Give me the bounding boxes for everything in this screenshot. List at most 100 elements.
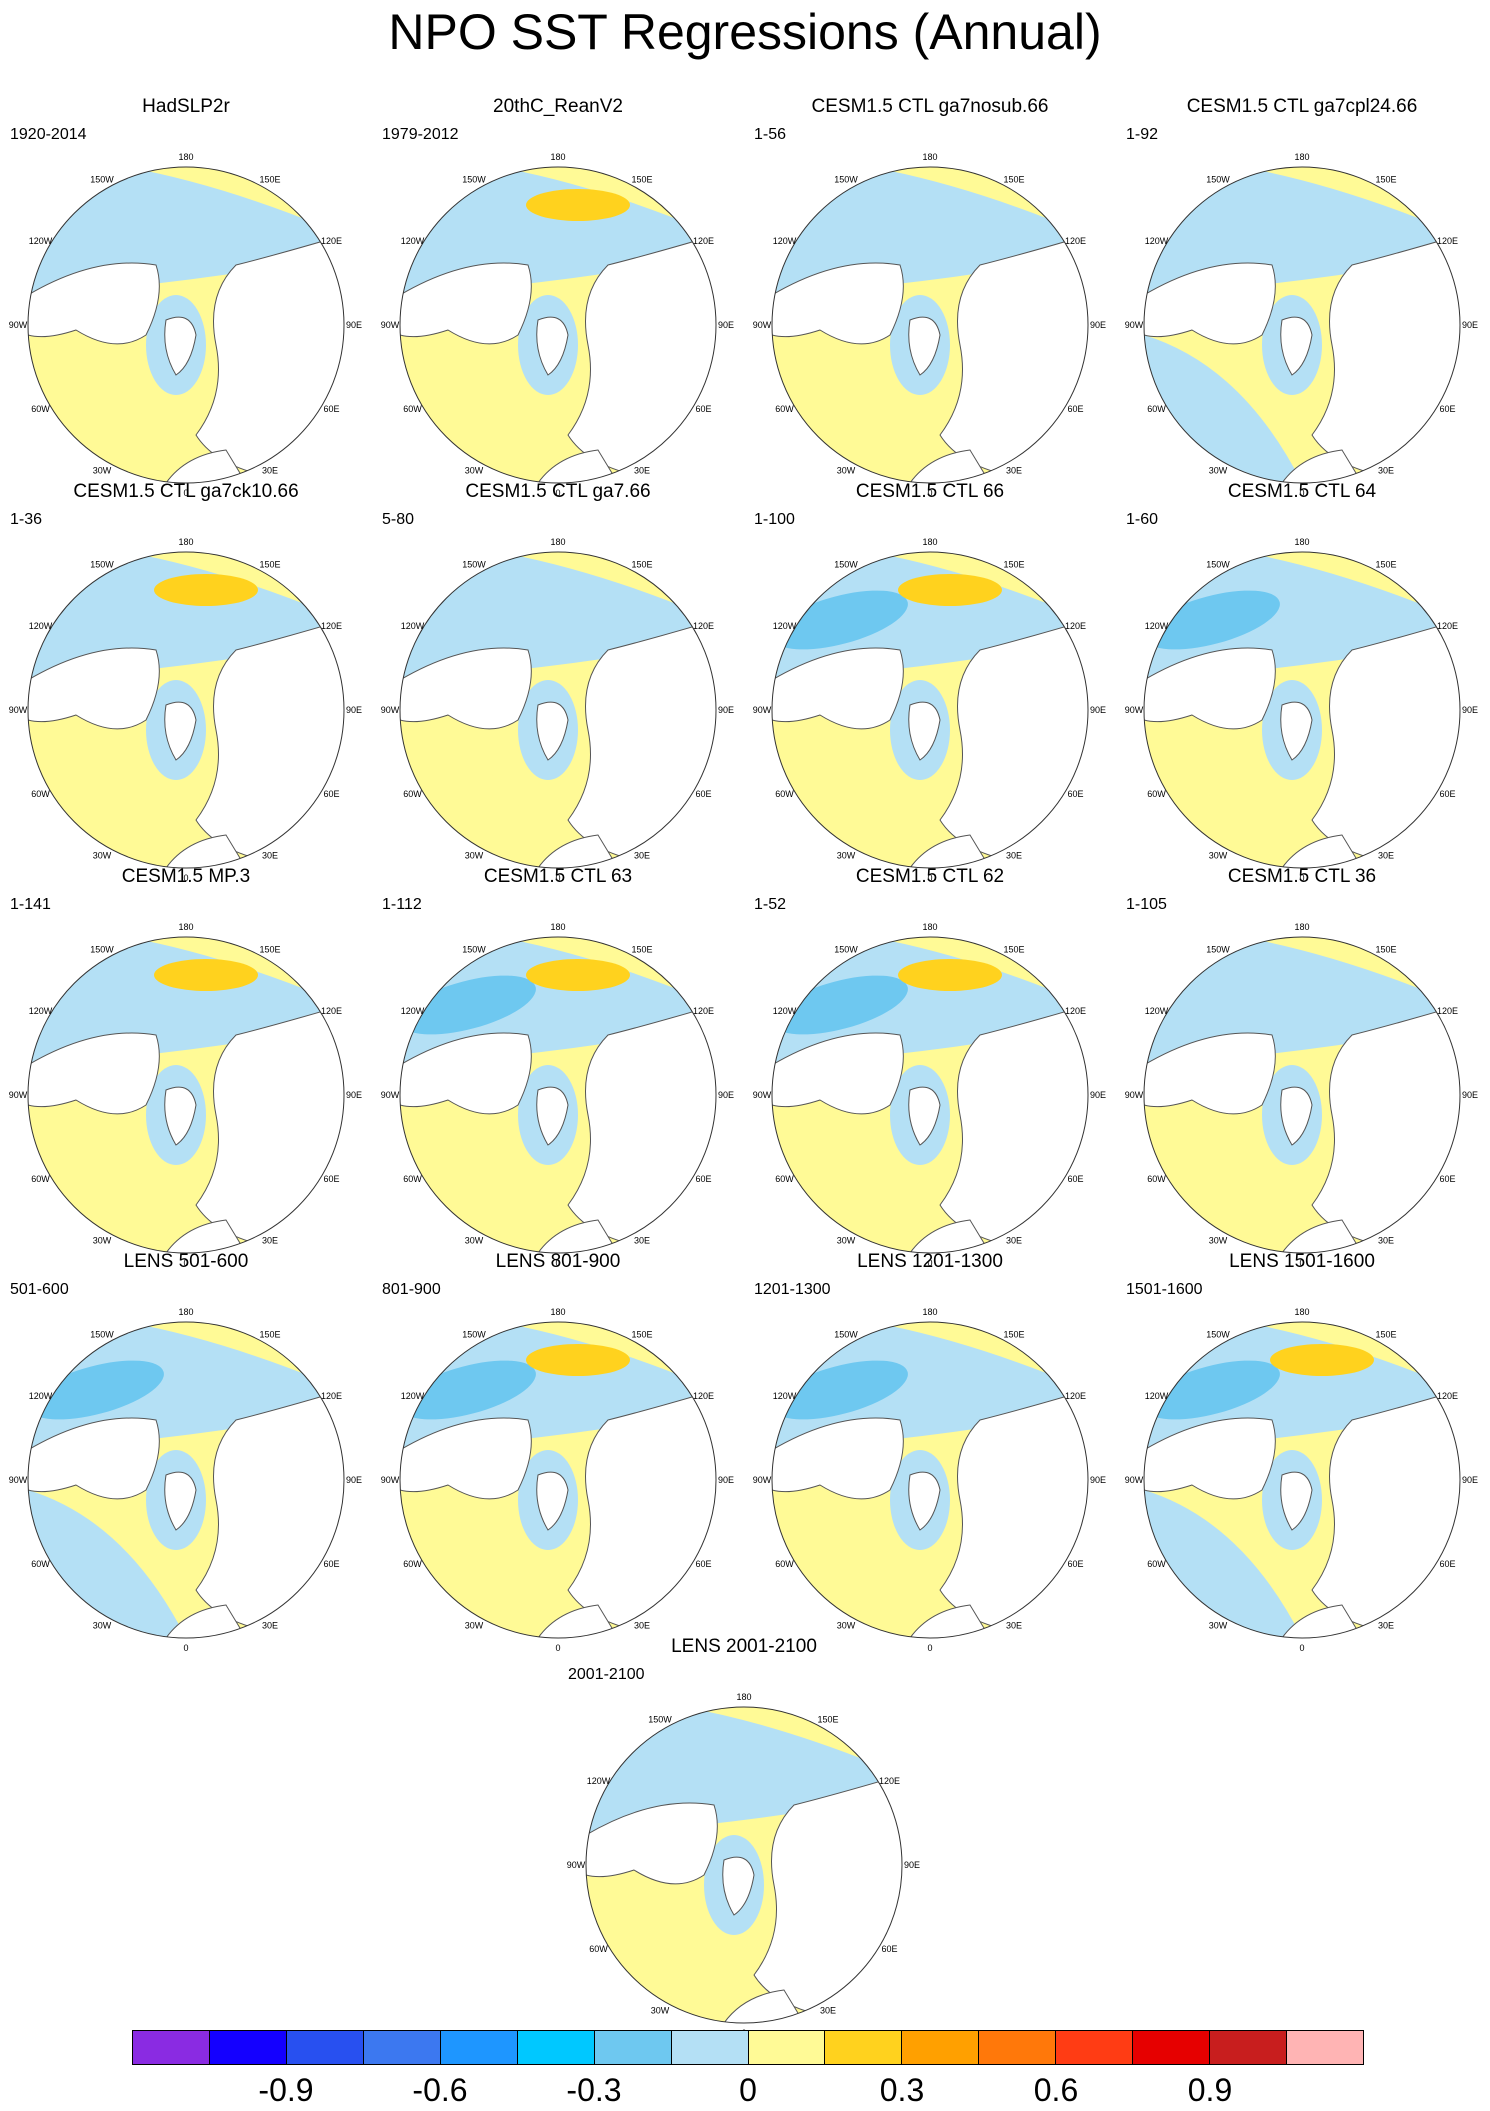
longitude-label: 60E (323, 404, 339, 414)
colorbar-swatch (1287, 2031, 1363, 2064)
land-greenland (1280, 701, 1313, 761)
longitude-label: 60W (31, 1559, 50, 1569)
polar-map: 180 150E 120E 90E 60E 30E 0 30W 60W 90W 120W 150W (753, 152, 1106, 498)
land-eurasia (567, 619, 716, 868)
panel-years: 1-141 (10, 896, 51, 913)
map-boundary (1143, 936, 1461, 1254)
land-greenland (908, 1086, 941, 1146)
panel-title: CESM1.5 CTL ga7nosub.66 (811, 96, 1049, 117)
longitude-label: 90E (1462, 1090, 1478, 1100)
longitude-label: 60W (403, 404, 422, 414)
colorbar-swatch (825, 2031, 903, 2064)
longitude-label: 90W (9, 705, 28, 715)
longitude-label: 0 (555, 1643, 560, 1653)
longitude-label: 60E (1067, 404, 1083, 414)
longitude-label: 150E (631, 560, 652, 570)
pacific-negative-core (772, 1360, 908, 1420)
map-boundary (585, 1706, 903, 2024)
longitude-label: 120W (29, 1006, 53, 1016)
longitude-label: 120W (773, 1391, 797, 1401)
land-eurasia (567, 1004, 716, 1253)
longitude-label: 150E (1375, 560, 1396, 570)
land-greenland (164, 701, 197, 761)
longitude-label: 60E (695, 1559, 711, 1569)
colorbar-swatch (1133, 2031, 1211, 2064)
map-boundary (771, 936, 1089, 1254)
land-greenland (536, 316, 569, 376)
map-panel: CESM1.5 CTL ga7nosub.66 1-56 180 150E 120E 90… (744, 95, 1116, 498)
colorbar-label: 0.6 (1033, 2072, 1079, 2108)
map-boundary (771, 1321, 1089, 1639)
colorbar-swatch (363, 2031, 441, 2064)
longitude-label: 120E (1437, 236, 1458, 246)
map-panel: CESM1.5 CTL 36 1-105 180 150E 120E 90E 60E 30E 0… (1116, 865, 1488, 1268)
longitude-label: 120W (1145, 1391, 1169, 1401)
longitude-label: 30E (634, 1236, 650, 1246)
longitude-label: 150W (1206, 560, 1230, 570)
longitude-label: 60W (775, 789, 794, 799)
land-greenland (908, 1471, 941, 1531)
longitude-label: 30E (1378, 851, 1394, 861)
longitude-label: 30E (1378, 1621, 1394, 1631)
longitude-label: 180 (1294, 152, 1309, 162)
longitude-label: 120W (401, 1391, 425, 1401)
panel-years: 1-56 (754, 126, 787, 143)
land-africa (537, 834, 619, 868)
longitude-label: 60E (695, 789, 711, 799)
polar-map: 180 150E 120E 90E 60E 30E 0 30W 60W 90W 120W 150W (753, 1307, 1106, 1653)
longitude-label: 180 (550, 1307, 565, 1317)
longitude-label: 120W (773, 621, 797, 631)
longitude-label: 90W (753, 320, 772, 330)
longitude-label: 180 (550, 537, 565, 547)
panel-years: 1-36 (10, 511, 43, 528)
longitude-label: 90W (381, 320, 400, 330)
longitude-label: 0 (1299, 873, 1304, 883)
longitude-label: 0 (927, 873, 932, 883)
longitude-label: 120W (587, 1776, 611, 1786)
longitude-label: 90W (9, 320, 28, 330)
longitude-label: 90E (904, 1860, 920, 1870)
longitude-label: 90W (9, 1475, 28, 1485)
panel-years: 1-112 (382, 896, 422, 913)
colorbar-label: -0.3 (566, 2072, 622, 2108)
polar-map: 180 150E 120E 90E 60E 30E 0 30W 60W 90W 120W 150W (1125, 537, 1478, 883)
pacific-negative-core (400, 975, 536, 1035)
longitude-label: 30W (651, 2006, 670, 2016)
longitude-label: 60E (323, 1174, 339, 1184)
longitude-label: 150W (462, 945, 486, 955)
colorbar-swatch (209, 2031, 287, 2064)
map-panel: LENS 1501-1600 1501-1600 180 150E 120E 90E 60E… (1116, 1250, 1488, 1653)
figure-title: NPO SST Regressions (Annual) (388, 4, 1102, 60)
longitude-label: 150E (817, 1715, 838, 1725)
land-africa (165, 834, 247, 868)
map-boundary (771, 551, 1089, 869)
land-eurasia (753, 1774, 902, 2023)
panel-title: CESM1.5 CTL 66 (855, 481, 1005, 502)
land-eurasia (195, 1004, 344, 1253)
longitude-label: 120W (773, 1006, 797, 1016)
longitude-label: 150E (1375, 945, 1396, 955)
longitude-label: 30W (837, 1236, 856, 1246)
map-boundary (399, 551, 717, 869)
longitude-label: 120E (1065, 1006, 1086, 1016)
longitude-label: 150W (90, 560, 114, 570)
land-eurasia (567, 1389, 716, 1638)
panel-title: CESM1.5 CTL 63 (483, 866, 633, 887)
longitude-label: 90E (718, 705, 734, 715)
land-eurasia (195, 619, 344, 868)
land-north-america (400, 647, 532, 730)
land-greenland (1280, 1086, 1313, 1146)
land-greenland (536, 1471, 569, 1531)
map-boundary (1143, 1321, 1461, 1639)
panel-title: LENS 1501-1600 (1229, 1251, 1375, 1272)
longitude-label: 120E (1065, 1391, 1086, 1401)
longitude-label: 120W (773, 236, 797, 246)
land-africa (165, 449, 247, 483)
map-panel: CESM1.5 CTL 64 1-60 180 150E 120E 90E 60E 30E 0 3… (1116, 480, 1488, 883)
map-boundary (1143, 551, 1461, 869)
longitude-label: 60W (775, 1174, 794, 1184)
land-eurasia (939, 1389, 1088, 1638)
longitude-label: 90W (9, 1090, 28, 1100)
longitude-label: 60E (695, 404, 711, 414)
longitude-label: 180 (922, 1307, 937, 1317)
